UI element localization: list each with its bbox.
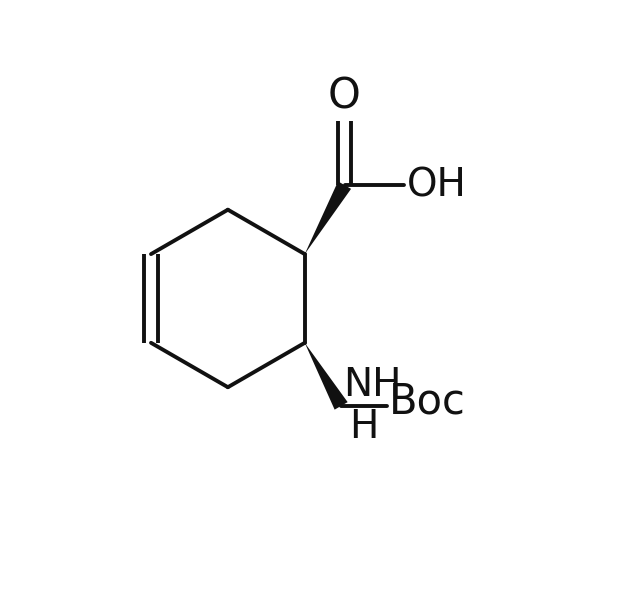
Text: OH: OH [407, 166, 467, 204]
Polygon shape [305, 343, 348, 410]
Text: Boc: Boc [389, 381, 466, 423]
Text: NH: NH [344, 366, 402, 404]
Polygon shape [305, 181, 351, 254]
Text: O: O [328, 76, 361, 118]
Text: H: H [349, 408, 378, 446]
